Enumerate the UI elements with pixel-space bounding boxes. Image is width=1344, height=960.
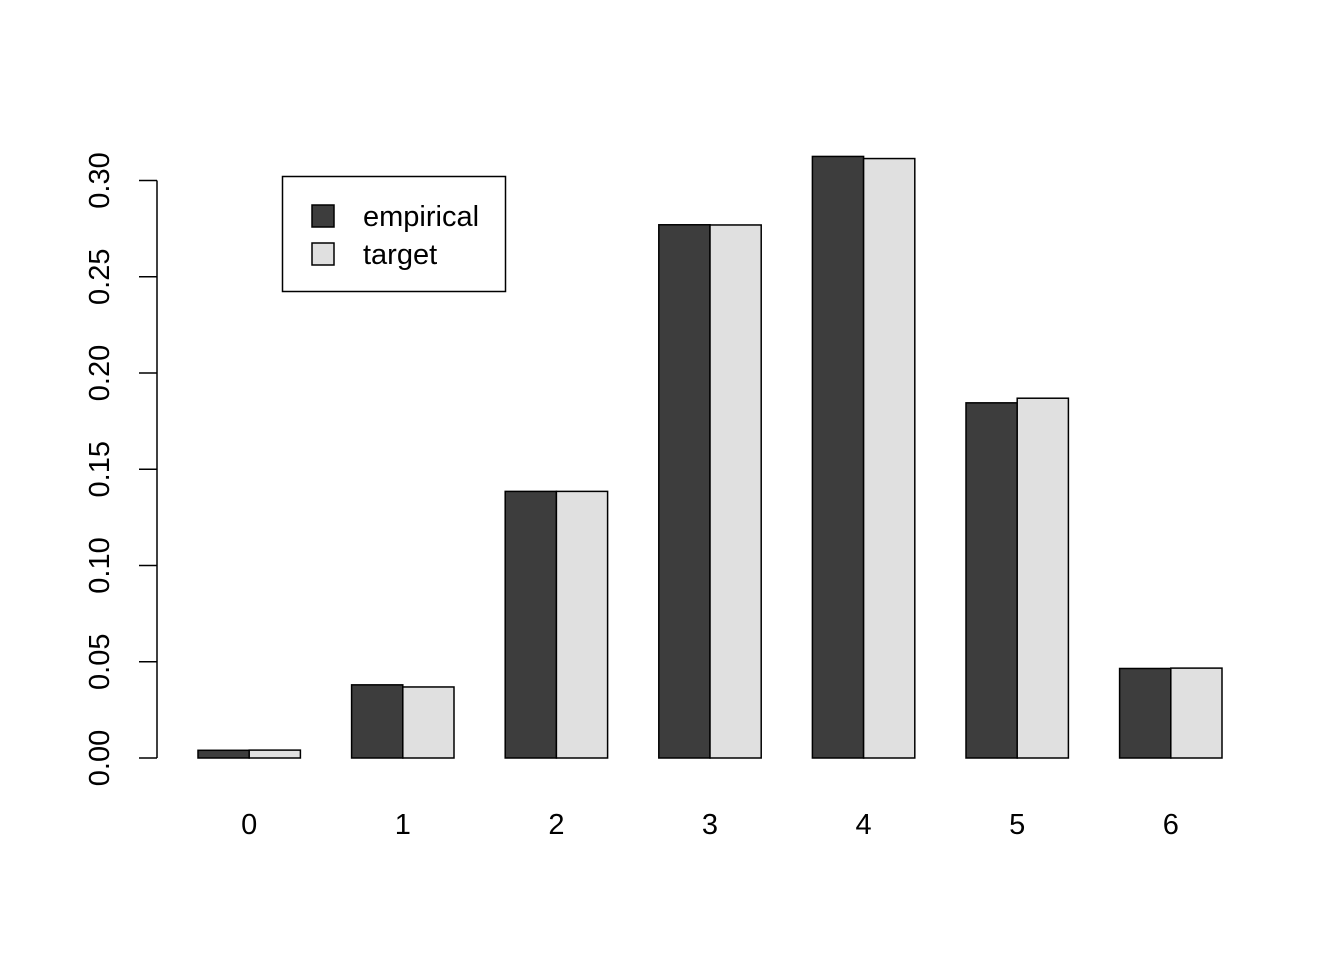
- x-tick-label: 5: [1009, 809, 1025, 841]
- x-tick-label: 2: [548, 809, 564, 841]
- x-tick-label: 4: [856, 809, 872, 841]
- legend-swatch-empirical: [311, 204, 335, 228]
- legend-label-empirical: empirical: [363, 201, 479, 233]
- bar-empirical-6: [1118, 667, 1172, 759]
- bar-target-1: [402, 686, 455, 759]
- bar-target-2: [555, 490, 609, 759]
- bar-target-5: [1016, 397, 1070, 759]
- y-tick-label: 0.10: [84, 537, 116, 593]
- legend: empirical target: [281, 175, 507, 293]
- y-tick-label: 0.00: [84, 730, 116, 786]
- y-tick-label: 0.20: [84, 345, 116, 401]
- y-tick-label: 0.25: [84, 249, 116, 305]
- bar-empirical-0: [197, 749, 250, 759]
- x-tick-label: 1: [395, 809, 411, 841]
- legend-swatch-target: [311, 242, 335, 266]
- bar-target-0: [248, 749, 302, 759]
- x-tick-label: 3: [702, 809, 718, 841]
- bar-target-4: [862, 157, 916, 759]
- bar-empirical-4: [811, 155, 865, 759]
- bar-target-6: [1170, 667, 1223, 759]
- legend-box: [281, 175, 507, 293]
- x-axis-labels: 0 1 2 3 4 5 6: [241, 809, 1179, 841]
- bars-group: [197, 155, 1223, 759]
- bar-target-3: [709, 224, 762, 759]
- y-axis: 0.00 0.05 0.10 0.15 0.20 0.25 0.30: [84, 152, 158, 786]
- y-tick-label: 0.30: [84, 152, 116, 208]
- x-tick-label: 6: [1163, 809, 1179, 841]
- bar-empirical-5: [965, 402, 1018, 759]
- bar-empirical-3: [658, 224, 711, 759]
- y-tick-label: 0.15: [84, 441, 116, 497]
- bar-empirical-2: [504, 490, 558, 759]
- y-tick-label: 0.05: [84, 634, 116, 690]
- bar-empirical-1: [350, 684, 404, 759]
- x-tick-label: 0: [241, 809, 257, 841]
- legend-label-target: target: [363, 239, 437, 271]
